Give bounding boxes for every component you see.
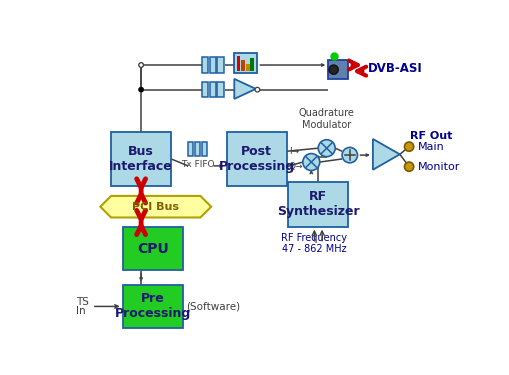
Text: Quadrature
Modulator: Quadrature Modulator xyxy=(299,108,355,130)
Bar xyxy=(246,64,250,71)
Text: In: In xyxy=(76,306,86,316)
FancyBboxPatch shape xyxy=(111,132,171,186)
Circle shape xyxy=(255,87,260,92)
Text: RF Frequency
47 - 862 MHz: RF Frequency 47 - 862 MHz xyxy=(281,233,347,255)
Bar xyxy=(188,142,193,156)
Text: Post
Processing: Post Processing xyxy=(218,145,295,173)
Bar xyxy=(237,56,240,71)
Circle shape xyxy=(329,65,338,74)
Circle shape xyxy=(405,162,414,171)
Polygon shape xyxy=(234,79,256,99)
Bar xyxy=(241,60,245,71)
Polygon shape xyxy=(100,196,211,217)
Text: RF
Synthesizer: RF Synthesizer xyxy=(277,190,359,218)
Bar xyxy=(217,82,223,98)
Circle shape xyxy=(342,147,357,163)
Text: Q→: Q→ xyxy=(289,162,303,171)
Bar xyxy=(195,142,201,156)
Circle shape xyxy=(405,142,414,151)
Text: Pre
Processing: Pre Processing xyxy=(115,292,191,320)
Text: DVB-ASI: DVB-ASI xyxy=(369,62,423,75)
Polygon shape xyxy=(373,139,400,170)
Text: Bus
Interface: Bus Interface xyxy=(109,145,173,173)
Text: Tx FIFO: Tx FIFO xyxy=(181,160,215,169)
Circle shape xyxy=(139,63,144,68)
Text: Main: Main xyxy=(417,142,444,152)
Bar xyxy=(217,57,223,74)
FancyBboxPatch shape xyxy=(123,285,183,328)
FancyBboxPatch shape xyxy=(123,228,183,270)
Bar xyxy=(202,57,208,74)
Bar xyxy=(250,58,254,71)
Bar xyxy=(234,53,258,73)
FancyBboxPatch shape xyxy=(288,182,348,227)
Circle shape xyxy=(139,87,144,92)
Bar xyxy=(202,82,208,98)
Circle shape xyxy=(139,63,143,67)
Text: I→: I→ xyxy=(289,147,299,156)
FancyBboxPatch shape xyxy=(227,132,287,186)
Text: RF Out: RF Out xyxy=(410,131,452,141)
Text: PCI Bus: PCI Bus xyxy=(132,202,179,212)
Text: CPU: CPU xyxy=(137,242,168,256)
Bar xyxy=(210,57,216,74)
Text: TS: TS xyxy=(76,297,89,307)
Circle shape xyxy=(139,88,143,92)
Bar xyxy=(202,142,207,156)
Text: (Software): (Software) xyxy=(187,302,241,311)
Circle shape xyxy=(303,154,320,171)
Text: Monitor: Monitor xyxy=(417,162,460,172)
Circle shape xyxy=(318,140,335,157)
Bar xyxy=(328,60,348,79)
Bar xyxy=(210,82,216,98)
